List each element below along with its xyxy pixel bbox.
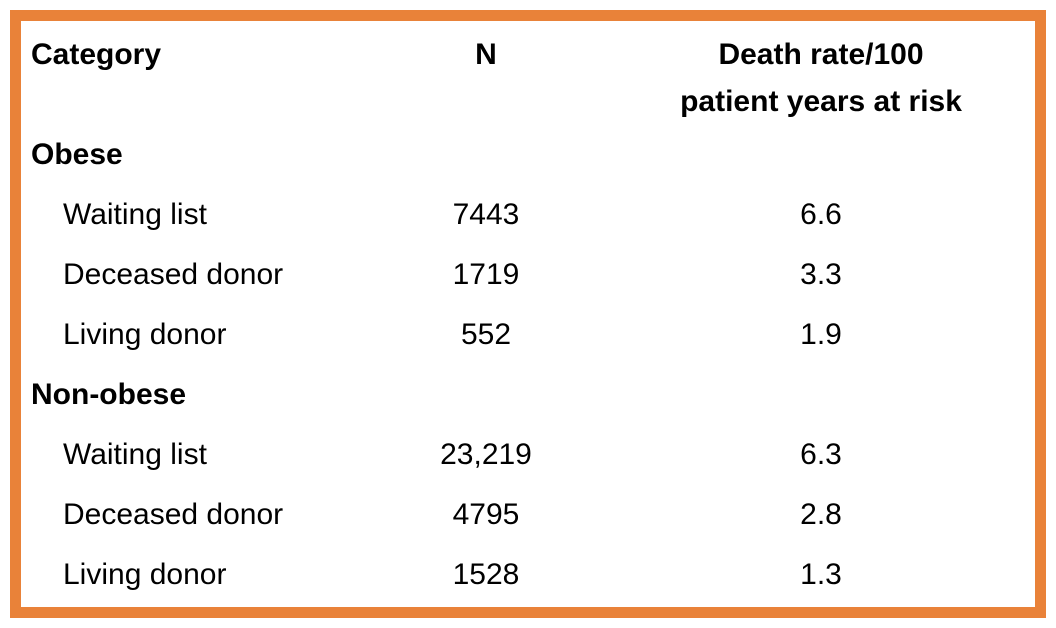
column-header-category: Category	[31, 38, 162, 71]
column-header-death-rate-line2: patient years at risk	[680, 85, 962, 118]
group-header-obese: Obese	[31, 125, 1035, 185]
table-border-frame: Category N Death rate/100 patient years …	[10, 10, 1046, 618]
row-rate-value: 6.3	[800, 438, 842, 471]
row-n-value: 4795	[452, 498, 520, 531]
row-n-value: 7443	[452, 198, 520, 231]
mortality-table: Category N Death rate/100 patient years …	[21, 21, 1035, 607]
row-n-value: 1719	[452, 258, 520, 291]
column-header-death-rate-line1: Death rate/100	[718, 38, 924, 71]
column-header-death-rate: Death rate/100 patient years at risk	[611, 31, 1031, 125]
table-row: Waiting list 23,219 6.3	[31, 425, 1035, 485]
row-n-value: 552	[460, 318, 512, 351]
row-category-label: Waiting list	[63, 438, 207, 471]
table-row: Deceased donor 1719 3.3	[31, 245, 1035, 305]
row-rate-value: 1.9	[800, 318, 842, 351]
group-label: Obese	[31, 138, 123, 171]
table-header-row: Category N Death rate/100 patient years …	[31, 31, 1035, 125]
row-category-label: Deceased donor	[63, 498, 284, 531]
row-category-label: Living donor	[63, 558, 227, 591]
row-category-label: Deceased donor	[63, 258, 284, 291]
table-row: Deceased donor 4795 2.8	[31, 485, 1035, 545]
table-row: Living donor 1528 1.3	[31, 545, 1035, 605]
group-header-non-obese: Non-obese	[31, 365, 1035, 425]
group-label: Non-obese	[31, 378, 187, 411]
table-row: Waiting list 7443 6.6	[31, 185, 1035, 245]
table-row: Living donor 552 1.9	[31, 305, 1035, 365]
row-rate-value: 1.3	[800, 558, 842, 591]
row-rate-value: 3.3	[800, 258, 842, 291]
row-rate-value: 6.6	[800, 198, 842, 231]
row-n-value: 1528	[452, 558, 520, 591]
row-category-label: Living donor	[63, 318, 227, 351]
row-rate-value: 2.8	[800, 498, 842, 531]
row-category-label: Waiting list	[63, 198, 207, 231]
column-header-n: N	[475, 38, 497, 71]
row-n-value: 23,219	[440, 438, 532, 471]
